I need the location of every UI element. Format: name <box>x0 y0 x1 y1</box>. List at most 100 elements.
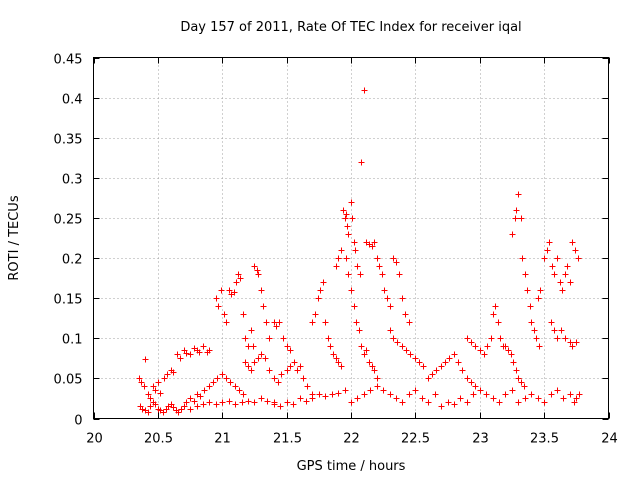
data-point <box>560 395 567 402</box>
data-point <box>309 395 316 402</box>
data-point <box>191 398 198 405</box>
data-point <box>275 379 282 386</box>
data-point <box>495 319 502 326</box>
data-point <box>170 404 177 411</box>
data-point <box>235 271 242 278</box>
y-tick-label: 0.15 <box>54 293 83 308</box>
data-point <box>157 390 164 397</box>
data-point <box>201 387 208 394</box>
data-point <box>327 343 334 350</box>
data-point <box>187 406 194 413</box>
data-point <box>349 215 356 222</box>
data-point <box>277 403 284 410</box>
data-point <box>519 255 526 262</box>
chart-title: Day 157 of 2011, Rate Of TEC Index for r… <box>180 20 521 35</box>
data-point <box>554 335 561 342</box>
data-point <box>258 395 265 402</box>
data-point <box>464 375 471 382</box>
data-point <box>457 395 464 402</box>
data-point <box>492 303 499 310</box>
data-point <box>512 215 519 222</box>
y-tick-labels: 0 0.05 0.1 0.15 0.2 0.25 0.3 0.35 0.4 0.45 <box>54 53 83 429</box>
data-point <box>322 319 329 326</box>
data-point <box>316 391 323 398</box>
data-point <box>255 355 262 362</box>
data-point <box>242 335 249 342</box>
x-tick-label: 22 <box>343 432 360 447</box>
data-point <box>390 255 397 262</box>
data-point <box>429 371 436 378</box>
data-point <box>178 406 185 413</box>
data-point <box>407 351 414 358</box>
data-point <box>536 343 543 350</box>
y-tick-label: 0.25 <box>54 213 83 228</box>
data-point <box>251 359 258 366</box>
data-point <box>315 295 322 302</box>
data-point <box>200 343 207 350</box>
data-point <box>273 323 280 330</box>
data-point <box>396 271 403 278</box>
data-point <box>522 271 529 278</box>
data-point <box>263 319 270 326</box>
data-point <box>488 335 495 342</box>
data-point <box>402 311 409 318</box>
data-point <box>575 255 582 262</box>
data-point <box>459 367 466 374</box>
data-point <box>161 375 168 382</box>
data-point <box>484 343 491 350</box>
data-point <box>522 395 529 402</box>
data-point <box>559 287 566 294</box>
data-point <box>513 207 520 214</box>
data-point <box>276 319 283 326</box>
data-point <box>369 243 376 250</box>
data-point <box>251 263 258 270</box>
data-point <box>353 319 360 326</box>
x-tick-label: 22.5 <box>401 432 430 447</box>
data-point <box>240 391 247 398</box>
data-point <box>345 271 352 278</box>
data-point <box>567 339 574 346</box>
data-point <box>468 339 475 346</box>
data-point <box>194 403 201 410</box>
x-tick-label: 20.5 <box>144 432 173 447</box>
data-point <box>528 391 535 398</box>
data-point <box>232 401 239 408</box>
data-point <box>218 287 225 294</box>
data-point <box>338 247 345 254</box>
grid <box>93 57 609 419</box>
data-point <box>554 255 561 262</box>
data-point <box>333 263 340 270</box>
data-point <box>175 409 182 416</box>
data-point <box>531 327 538 334</box>
data-point <box>510 359 517 366</box>
data-point <box>330 351 337 358</box>
data-point <box>239 399 246 406</box>
data-point <box>147 403 154 410</box>
data-point <box>348 199 355 206</box>
data-point <box>524 287 531 294</box>
data-point <box>141 383 148 390</box>
data-point <box>196 349 203 356</box>
data-point <box>232 383 239 390</box>
data-point <box>297 363 304 370</box>
data-point <box>515 375 522 382</box>
data-point <box>371 239 378 246</box>
data-point <box>139 406 146 413</box>
data-point <box>558 327 565 334</box>
data-point <box>329 391 336 398</box>
y-tick-label: 0.3 <box>62 173 83 188</box>
data-point <box>468 379 475 386</box>
data-point <box>425 375 432 382</box>
data-point <box>358 343 365 350</box>
data-point <box>387 303 394 310</box>
data-point <box>564 263 571 270</box>
data-point <box>335 255 342 262</box>
data-point <box>562 335 569 342</box>
data-point <box>451 401 458 408</box>
data-point <box>215 303 222 310</box>
data-point <box>352 247 359 254</box>
data-point <box>502 391 509 398</box>
data-point <box>138 379 145 386</box>
data-point <box>371 367 378 374</box>
